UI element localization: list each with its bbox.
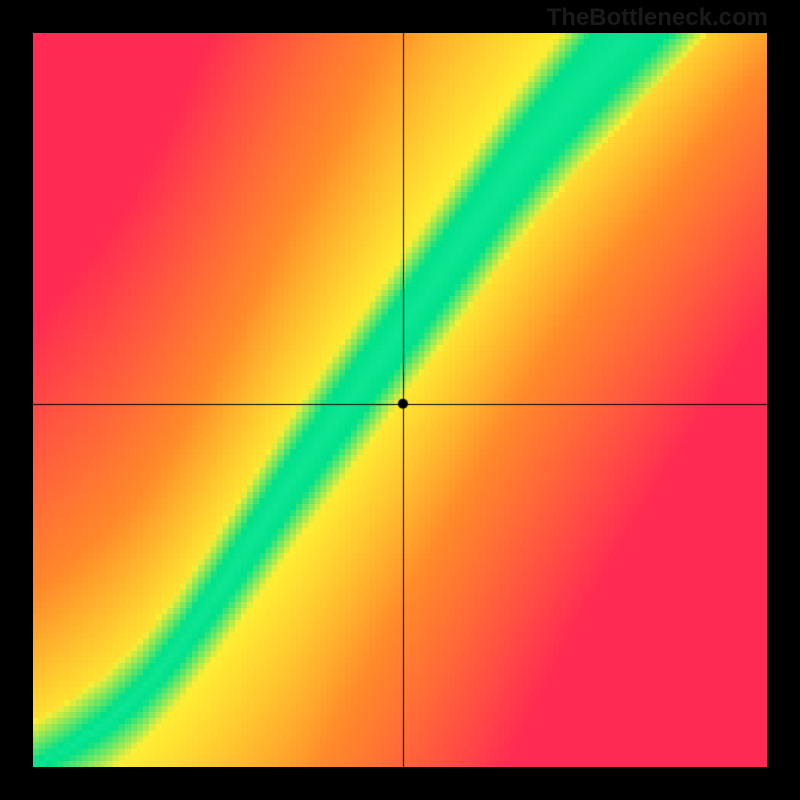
watermark-text: TheBottleneck.com xyxy=(547,4,768,32)
bottleneck-heatmap xyxy=(33,33,767,767)
chart-container: TheBottleneck.com xyxy=(0,0,800,800)
